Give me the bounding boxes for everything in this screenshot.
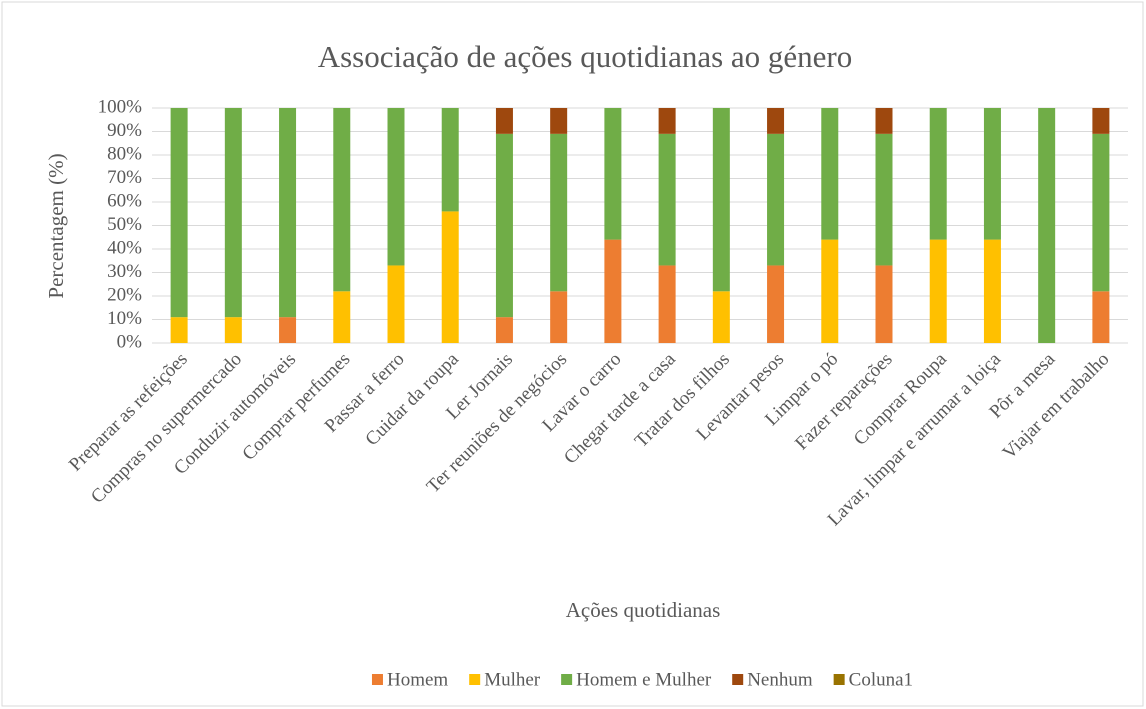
bar-segment <box>658 108 676 134</box>
bar-segment <box>441 108 459 212</box>
bar-segment <box>333 291 351 343</box>
y-tick-label: 100% <box>98 96 143 117</box>
bar-segment <box>550 133 568 292</box>
y-tick-label: 30% <box>107 261 142 282</box>
bar-segment <box>821 239 839 343</box>
bar-segment <box>604 108 622 240</box>
bar-segment <box>441 211 459 343</box>
bar-segment <box>279 317 297 343</box>
legend-swatch <box>732 674 744 685</box>
bar-segment <box>983 108 1001 240</box>
bar-segment <box>387 108 405 266</box>
legend-label: Coluna1 <box>849 669 913 690</box>
bar-segment <box>495 317 513 343</box>
bar-segment <box>495 133 513 318</box>
legend-swatch <box>833 674 845 685</box>
bar-segment <box>1038 108 1056 343</box>
y-tick-label: 0% <box>117 331 143 352</box>
y-tick-label: 20% <box>107 284 142 305</box>
bar-segment <box>279 108 297 318</box>
bar-segment <box>224 317 242 343</box>
bar-segment <box>550 108 568 134</box>
legend-swatch <box>371 674 383 685</box>
bar-segment <box>1092 133 1110 292</box>
y-tick-label: 70% <box>107 167 142 188</box>
y-tick-label: 90% <box>107 120 142 141</box>
bar-segment <box>1092 108 1110 134</box>
bar-segment <box>170 317 188 343</box>
bar-segment <box>387 265 405 343</box>
bar-segment <box>170 108 188 318</box>
bar-segment <box>875 108 893 134</box>
bar-segment <box>224 108 242 318</box>
legend-label: Homem e Mulher <box>576 669 712 690</box>
bar-segment <box>767 265 785 343</box>
bar-segment <box>658 265 676 343</box>
bar-segment <box>875 133 893 266</box>
legend-label: Mulher <box>484 669 541 690</box>
bar-segment <box>712 108 730 292</box>
bar-segment <box>495 108 513 134</box>
bar-segment <box>550 291 568 343</box>
bar-segment <box>658 133 676 266</box>
bar-segment <box>875 265 893 343</box>
bar-segment <box>1092 291 1110 343</box>
chart-title: Associação de ações quotidianas ao géner… <box>318 39 853 74</box>
y-tick-label: 50% <box>107 214 142 235</box>
bar-segment <box>929 108 947 240</box>
y-tick-label: 80% <box>107 143 142 164</box>
bar-segment <box>929 239 947 343</box>
legend-swatch <box>561 674 573 685</box>
bar-segment <box>604 239 622 343</box>
legend-label: Nenhum <box>747 669 813 690</box>
bar-segment <box>767 108 785 134</box>
x-axis-title: Ações quotidianas <box>566 598 721 622</box>
bar-segment <box>983 239 1001 343</box>
y-tick-label: 40% <box>107 237 142 258</box>
bar-segment <box>712 291 730 343</box>
legend-swatch <box>469 674 481 685</box>
bar-segment <box>333 108 351 292</box>
bar-segment <box>767 133 785 266</box>
y-tick-label: 10% <box>107 308 142 329</box>
y-tick-label: 60% <box>107 190 142 211</box>
bar-segment <box>821 108 839 240</box>
legend-label: Homem <box>387 669 448 690</box>
y-axis-title: Percentagem (%) <box>44 153 68 298</box>
